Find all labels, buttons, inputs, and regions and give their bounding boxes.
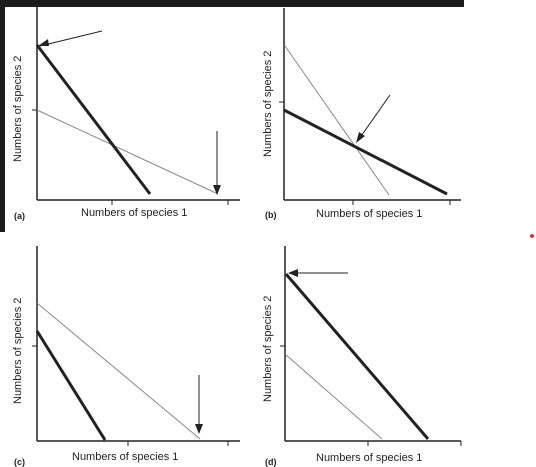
panel-a: Numbers of species 2 Numbers of species …: [0, 0, 250, 232]
x-axis-label: Numbers of species 1: [81, 207, 188, 219]
arrow: [39, 30, 103, 47]
arrowhead: [38, 39, 49, 46]
y-axis-label: Numbers of species 2: [262, 50, 274, 157]
y-axis-label: Numbers of species 2: [12, 55, 24, 162]
panel-c-graph: [32, 246, 240, 446]
species-2-isocline: [283, 108, 448, 196]
y-axis-label: Numbers of species 2: [12, 297, 24, 404]
panel-b: Numbers of species 2 Numbers of species …: [258, 0, 468, 232]
panel-c: Numbers of species 2 Numbers of species …: [0, 238, 250, 467]
arrowhead: [213, 185, 221, 195]
arrow: [358, 94, 391, 140]
panel-letter: (b): [265, 210, 277, 220]
left-dark-bar: [0, 0, 5, 232]
panel-d-graph: [280, 246, 462, 446]
species-1-isocline: [284, 353, 383, 440]
red-dot-marker: [530, 234, 534, 238]
panel-a-graph: [32, 5, 240, 205]
top-dark-bar: [0, 0, 464, 7]
panel-d: Numbers of species 2 Numbers of species …: [258, 238, 468, 467]
panel-b-graph: [279, 8, 461, 205]
arrowhead: [195, 424, 203, 434]
arrowhead: [288, 269, 298, 277]
species-2-isocline: [284, 273, 430, 440]
panel-letter: (d): [265, 457, 277, 467]
x-axis-label: Numbers of species 1: [72, 451, 179, 463]
x-axis-label: Numbers of species 1: [316, 208, 423, 220]
x-axis-label: Numbers of species 1: [316, 452, 423, 464]
arrowhead: [356, 132, 365, 143]
species-1-isocline: [36, 302, 201, 440]
panel-letter: (a): [14, 211, 25, 221]
panel-letter: (c): [14, 457, 25, 467]
species-2-isocline: [35, 330, 107, 441]
species-1-isocline: [36, 109, 219, 195]
species-2-isocline: [35, 44, 152, 195]
y-axis-label: Numbers of species 2: [262, 295, 274, 402]
species-1-isocline: [284, 45, 390, 196]
